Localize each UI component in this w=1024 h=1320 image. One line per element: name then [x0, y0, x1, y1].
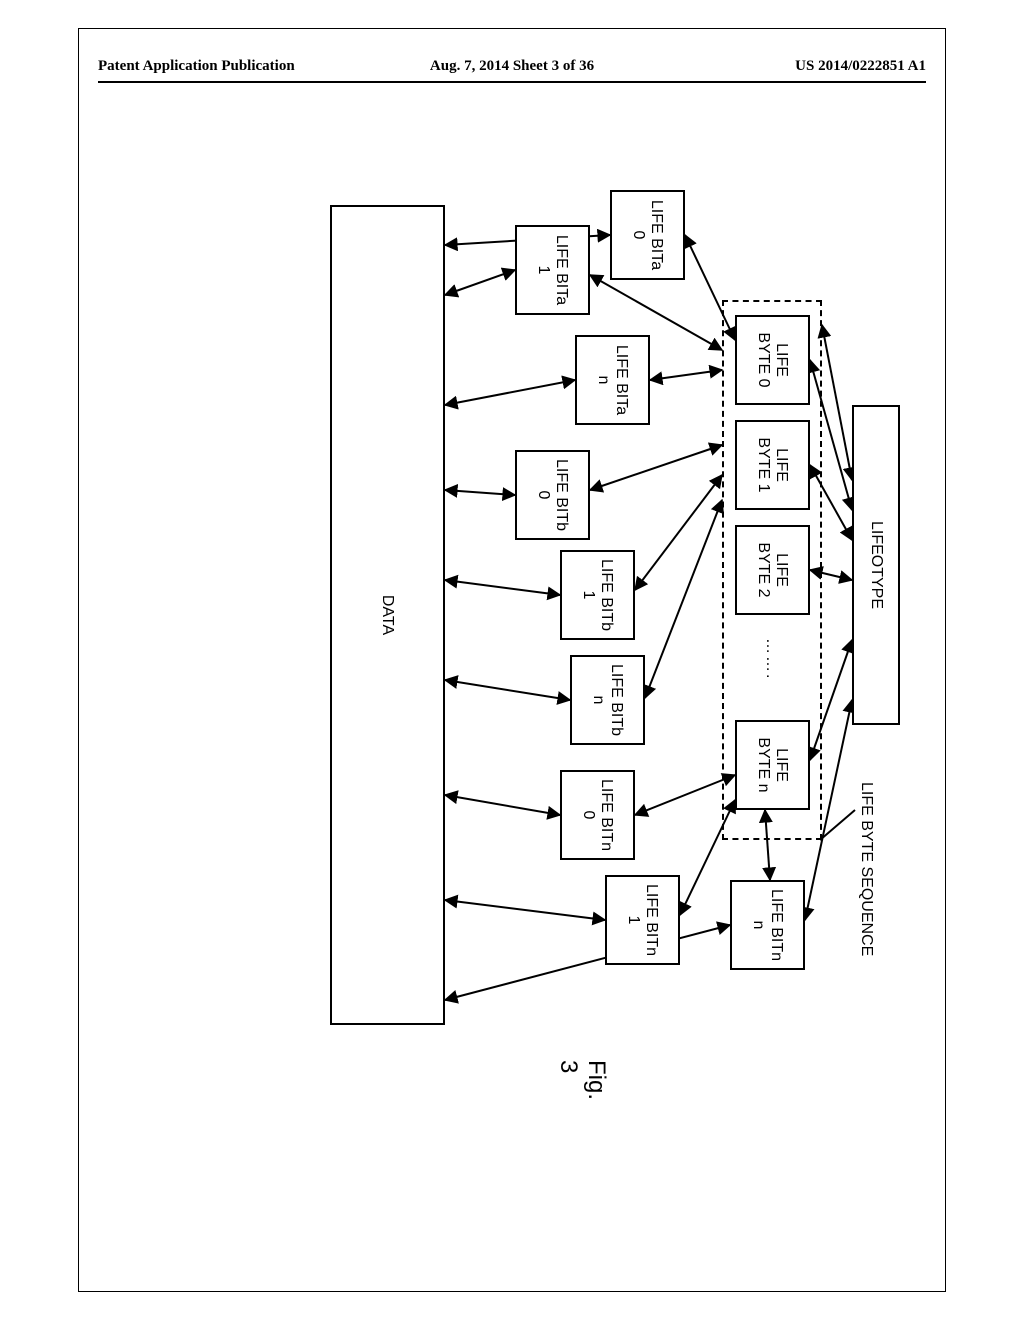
life-byte-box: LIFE BYTE 2 [735, 525, 810, 615]
life-bit-box: LIFE BITn 1 [605, 875, 680, 965]
life-bit-box: LIFE BITa 0 [610, 190, 685, 280]
life-bit-box: LIFE BITb 0 [515, 450, 590, 540]
life-byte-box: LIFE BYTE n [735, 720, 810, 810]
life-bit-box: LIFE BITb 1 [560, 550, 635, 640]
byte-sequence-label: LIFE BYTE SEQUENCE [857, 780, 875, 958]
byte-ellipsis: ……. [762, 638, 780, 680]
diagram: LIFEOTYPE LIFE BYTE SEQUENCE ……. LIFE BY… [280, 180, 900, 1080]
lifeotype-box: LIFEOTYPE [852, 405, 900, 725]
header-left: Patent Application Publication [98, 58, 374, 75]
life-bit-box: LIFE BITa n [575, 335, 650, 425]
life-byte-box: LIFE BYTE 0 [735, 315, 810, 405]
figure-rotated-wrap: LIFEOTYPE LIFE BYTE SEQUENCE ……. LIFE BY… [50, 270, 950, 990]
page-header: Patent Application Publication Aug. 7, 2… [98, 58, 926, 83]
life-bit-box: LIFE BITa 1 [515, 225, 590, 315]
life-bit-box: LIFE BITn n [730, 880, 805, 970]
life-bit-box: LIFE BITn 0 [560, 770, 635, 860]
figure-label: Fig. 3 [554, 1060, 610, 1100]
life-bit-box: LIFE BITb n [570, 655, 645, 745]
header-center: Aug. 7, 2014 Sheet 3 of 36 [374, 58, 650, 75]
header-right: US 2014/0222851 A1 [650, 58, 926, 75]
page: Patent Application Publication Aug. 7, 2… [0, 0, 1024, 1320]
data-box: DATA [330, 205, 445, 1025]
life-byte-box: LIFE BYTE 1 [735, 420, 810, 510]
figure-inner: LIFEOTYPE LIFE BYTE SEQUENCE ……. LIFE BY… [280, 180, 900, 1080]
